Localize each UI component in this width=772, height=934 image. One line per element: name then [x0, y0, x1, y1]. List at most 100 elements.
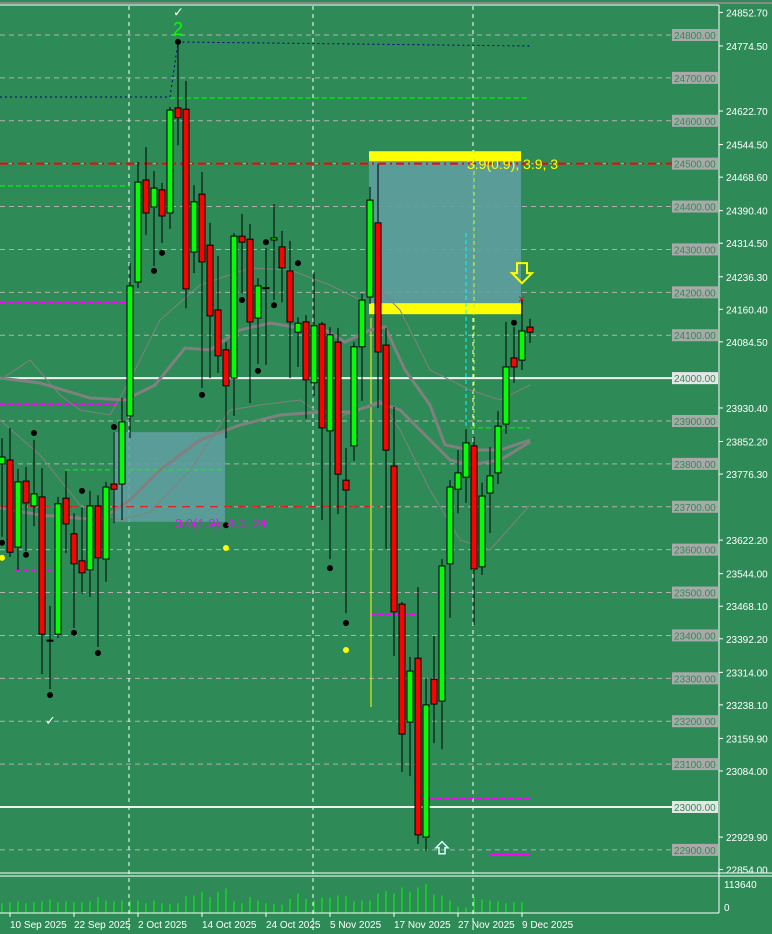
level-label: 24800.00	[674, 31, 716, 42]
bear-candle	[62, 497, 70, 525]
bear-candle	[398, 603, 406, 735]
level-label: 23200.00	[674, 717, 716, 728]
price-axis[interactable]: 24852.70 24774.50 24622.70 24544.50 24468.60…	[719, 8, 768, 877]
zigzag-line	[0, 41, 531, 98]
zone-top-edge	[369, 151, 521, 162]
level-label-box	[672, 243, 718, 256]
time-tick-label: 17 Nov 2025	[394, 920, 451, 931]
level-label-box	[672, 715, 718, 728]
bear-candle	[318, 323, 326, 429]
bear-candle	[414, 657, 422, 836]
time-tick-label: 9 Dec 2025	[522, 920, 574, 931]
fractal-dot	[199, 391, 205, 398]
bear-candle	[238, 235, 246, 243]
bear-candle	[70, 533, 78, 565]
zone-label-lower: 3.0(1.9), 4.3, 24	[175, 516, 267, 531]
level-lines	[0, 41, 718, 857]
bull-candle	[102, 486, 110, 560]
level-label-box	[672, 800, 718, 813]
bull-candle	[310, 325, 318, 384]
bull-candle	[422, 704, 430, 838]
level-label-box	[672, 329, 718, 342]
price-tick-label: 23468.10	[726, 602, 768, 613]
bear-candle	[286, 270, 294, 323]
fractal-dot	[0, 539, 5, 546]
bull-candle	[486, 475, 494, 494]
fractal-dot	[159, 249, 165, 256]
fractal-dot	[255, 367, 261, 374]
level-label: 23700.00	[674, 503, 716, 514]
bull-candle	[190, 201, 198, 253]
bear-candle	[222, 349, 230, 387]
time-tick-label: 14 Oct 2025	[202, 920, 257, 931]
check-icon: ✓	[173, 5, 184, 20]
time-tick-label: 22 Sep 2025	[74, 920, 131, 931]
bull-candle	[230, 235, 238, 379]
wave-label: 2	[173, 19, 183, 39]
arrow-down-icon	[509, 262, 535, 285]
level-label: 23000.00	[674, 803, 716, 814]
level-labels: 24800.00 24700.00 24600.00 24500.00 24400.00…	[672, 28, 718, 857]
zone-label-upper: 3.9(0.9), 3.9, 3	[467, 156, 558, 172]
price-tick-label: 24774.50	[726, 42, 768, 53]
signal-dot	[343, 647, 349, 654]
fractal-dot	[175, 38, 181, 45]
bear-candle	[382, 344, 390, 451]
bear-candle	[198, 193, 206, 263]
level-label-box	[672, 672, 718, 685]
arrow-up-icon	[434, 840, 450, 855]
bear-candle	[278, 246, 286, 269]
signal-dot	[0, 554, 5, 561]
fractal-dot	[31, 430, 37, 437]
level-label: 24500.00	[674, 160, 716, 171]
price-tick-label: 24160.40	[726, 305, 768, 316]
bear-candle	[430, 678, 438, 705]
moving-average-line	[0, 399, 531, 551]
bull-candle	[358, 299, 366, 348]
level-label: 23800.00	[674, 460, 716, 471]
level-label-box	[672, 114, 718, 127]
fractal-dot	[327, 565, 333, 572]
fractal-dot	[79, 487, 85, 494]
bull-candle	[406, 670, 414, 723]
fractal-dot	[71, 629, 77, 636]
signal-dot	[223, 544, 229, 551]
fractal-dot	[295, 260, 301, 267]
level-label-box	[672, 843, 718, 856]
time-tick-label: 5 Nov 2025	[330, 920, 382, 931]
fractal-dot	[511, 319, 517, 326]
bear-candle	[246, 238, 254, 323]
bull-candle	[294, 322, 302, 333]
bear-candle	[374, 222, 382, 353]
price-tick-label: 23852.20	[726, 437, 768, 448]
fractal-dot	[111, 424, 117, 431]
price-tick-label: 24544.50	[726, 141, 768, 152]
price-tick-label: 22929.90	[726, 833, 768, 844]
time-tick-label: 2 Oct 2025	[138, 920, 187, 931]
bull-candle	[438, 565, 446, 702]
volume-max-label: 113640	[724, 880, 757, 891]
price-tick-label: 23314.00	[726, 668, 768, 679]
price-tick-label: 24622.70	[726, 107, 768, 118]
bear-candle	[174, 107, 182, 119]
bull-candle	[478, 495, 486, 568]
level-label: 22900.00	[674, 846, 716, 857]
bear-candle	[510, 357, 518, 368]
level-label: 23400.00	[674, 631, 716, 642]
level-label-box	[672, 457, 718, 470]
bear-candle	[342, 479, 350, 491]
level-label: 24300.00	[674, 245, 716, 256]
level-label-box	[672, 157, 718, 170]
fractal-dot	[151, 267, 157, 274]
level-label: 23500.00	[674, 589, 716, 600]
level-label-box	[672, 543, 718, 556]
level-label-box	[672, 629, 718, 642]
price-tick-label: 24390.40	[726, 207, 768, 218]
bull-candle	[502, 366, 510, 425]
price-tick-label: 23930.40	[726, 404, 768, 415]
bear-candle	[470, 445, 478, 570]
level-label: 23300.00	[674, 674, 716, 685]
time-axis[interactable]: 10 Sep 2025 22 Sep 2025 2 Oct 2025 14 Oct 2…	[9, 913, 574, 931]
bull-candle	[462, 442, 470, 478]
